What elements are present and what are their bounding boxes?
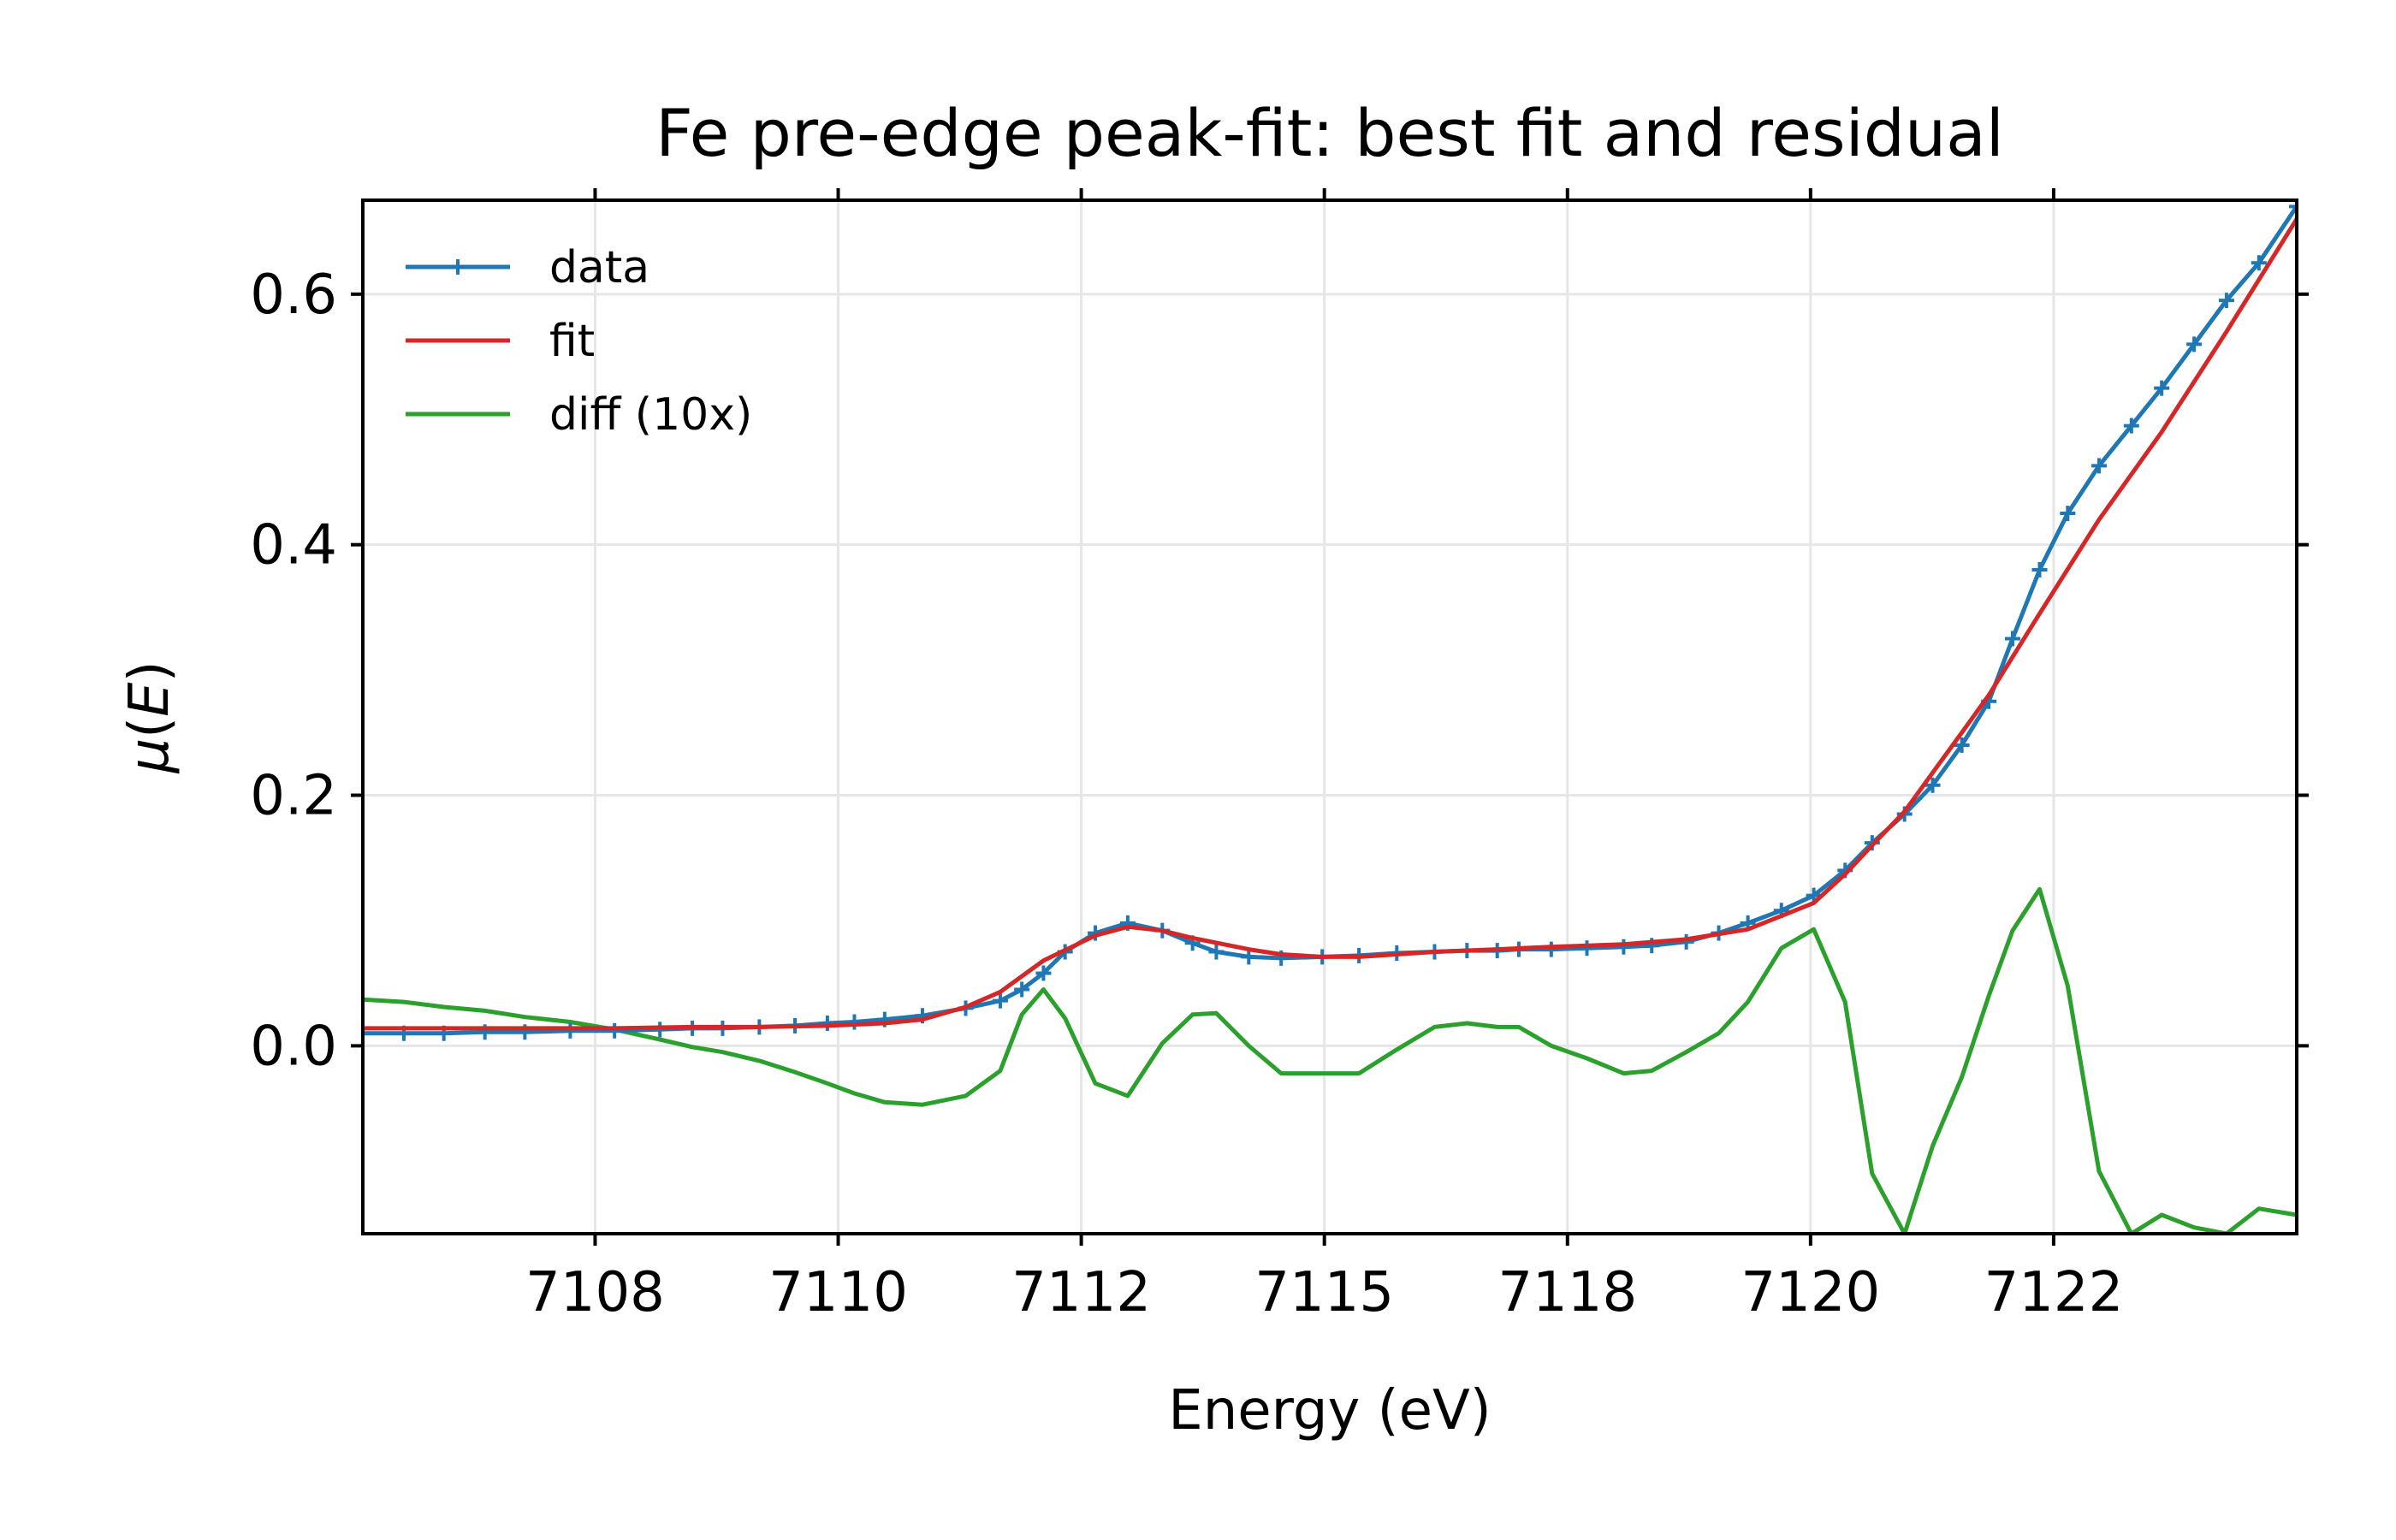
data-point	[2123, 418, 2139, 434]
data-point	[2251, 255, 2267, 271]
data-point	[1543, 941, 1559, 957]
legend-label: data	[549, 242, 649, 293]
legend-entry-fit: fit	[406, 316, 595, 367]
data-point	[2218, 293, 2234, 309]
data-point	[1208, 944, 1225, 960]
data-point	[1014, 981, 1030, 998]
y-tick-label: 0.0	[250, 1015, 337, 1078]
data-point	[2154, 380, 2170, 396]
y-axis-label-symbol: μ	[118, 738, 181, 774]
data-point	[363, 1025, 371, 1041]
series-layer	[363, 200, 2297, 1234]
y-tick-label: 0.6	[250, 264, 337, 327]
x-tick-label: 7120	[1741, 1261, 1880, 1324]
data-point	[2186, 336, 2203, 352]
x-axis-label: Energy (eV)	[1168, 1379, 1492, 1442]
data-point	[1925, 777, 1941, 793]
data-point	[2060, 506, 2076, 522]
legend: data fit diff (10x)	[406, 242, 752, 441]
data-point	[846, 1014, 863, 1030]
data-point	[2289, 200, 2297, 215]
data-point	[819, 1016, 835, 1032]
data-point	[1241, 949, 1257, 965]
y-axis-label-close: )	[118, 660, 181, 682]
tick-layer: 7108 7110 7112 7115 7118 7120 7122 0.0 0.2 0.4 0.6	[250, 188, 2309, 1324]
legend-label: diff (10x)	[549, 389, 752, 441]
plot-frame	[361, 198, 2298, 1235]
legend-entry-data: data	[406, 242, 649, 293]
legend-entry-diff-10x: diff (10x)	[406, 389, 752, 441]
data-point	[1954, 737, 1970, 753]
y-axis-label-var: E	[118, 682, 181, 717]
x-tick-label: 7108	[525, 1261, 665, 1324]
series-line-diff-10x	[363, 886, 2297, 1234]
y-tick-label: 0.4	[250, 514, 337, 578]
data-point	[2004, 631, 2020, 647]
data-point	[2031, 561, 2048, 578]
data-point	[1579, 940, 1595, 957]
y-tick-label: 0.2	[250, 765, 337, 828]
legend-label: fit	[549, 316, 595, 367]
y-axis-label: μ(E)	[118, 660, 181, 773]
data-point	[1035, 965, 1052, 981]
x-tick-label: 7112	[1011, 1261, 1151, 1324]
x-tick-label: 7110	[768, 1261, 908, 1324]
data-point	[1616, 939, 1632, 955]
y-axis-label-open: (	[118, 717, 181, 738]
data-point	[562, 1022, 578, 1039]
chart-title: Fe pre-edge peak-fit: best fit and resid…	[655, 95, 2004, 171]
x-tick-label: 7115	[1254, 1261, 1394, 1324]
data-point	[607, 1022, 623, 1039]
x-tick-label: 7118	[1498, 1261, 1637, 1324]
series-line-fit	[363, 217, 2297, 1031]
data-point	[2091, 458, 2107, 474]
data-point	[992, 992, 1008, 1009]
x-tick-label: 7122	[1984, 1261, 2123, 1324]
